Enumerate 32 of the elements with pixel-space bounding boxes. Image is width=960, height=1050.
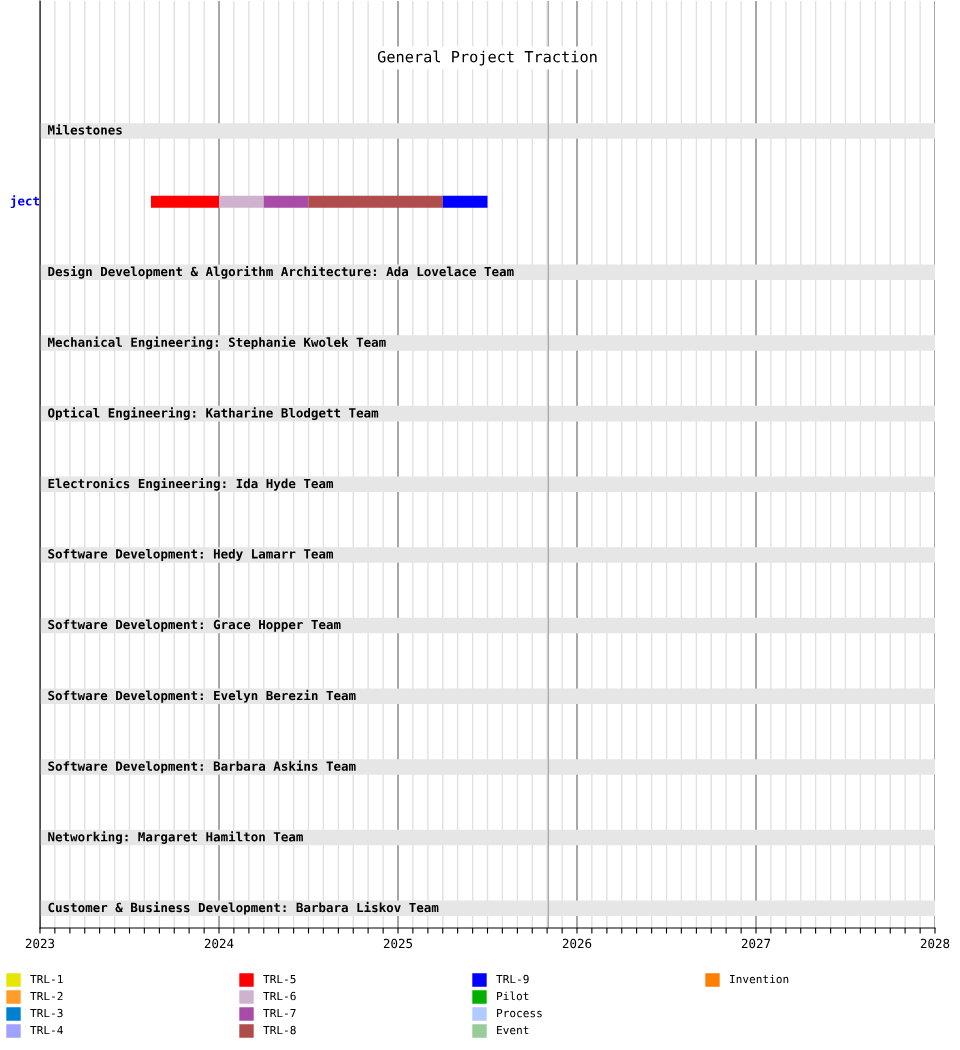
legend-label: TRL-7 [263, 1008, 296, 1018]
legend-label: TRL-2 [30, 991, 63, 1001]
x-tick-label: 2023 [25, 938, 55, 949]
x-tick-label: 2025 [383, 938, 413, 949]
legend-label: Pilot [497, 991, 529, 1001]
legend-label: Process [497, 1008, 542, 1018]
legend-label: TRL-1 [30, 974, 63, 984]
y-tick-label: Optical Engineering: Katharine Blodgett Team [48, 407, 379, 421]
legend-label: TRL-3 [30, 1008, 63, 1018]
x-tick-label: 2024 [204, 938, 234, 949]
x-tick-label: 2028 [920, 938, 950, 949]
chart-title: General Project Traction [377, 50, 597, 66]
legend-label: TRL-4 [30, 1025, 63, 1035]
y-tick-label: Design Development & Algorithm Architecture: Ada Lovelace Team [48, 265, 514, 279]
y-tick-label: Software Development: Barbara Askins Team [48, 760, 356, 774]
x-tick-label: 2026 [562, 938, 592, 949]
y-tick-label: Networking: Margaret Hamilton Team [48, 831, 303, 844]
y-tick-label: Software Development: Evelyn Berezin Team [48, 689, 356, 703]
legend-label: TRL-9 [496, 974, 529, 984]
y-tick-label: Customer & Business Development: Barbara Liskov Team [48, 901, 439, 915]
legend-label: Event [497, 1025, 529, 1035]
y-tick-label: Electronics Engineering: Ida Hyde Team [48, 477, 334, 491]
x-tick-label: 2027 [741, 938, 771, 949]
y-tick-label: Software Development: Grace Hopper Team [48, 619, 341, 632]
legend-label: TRL-5 [263, 974, 296, 984]
y-tick-label: Software Development: Hedy Lamarr Team [48, 548, 334, 561]
legend-label: TRL-6 [263, 991, 296, 1001]
y-tick-label: Mechanical Engineering: Stephanie Kwolek Team [48, 336, 386, 350]
legend-label: Invention [730, 974, 789, 984]
legend-label: TRL-8 [263, 1025, 296, 1035]
y-tick-label: ject [10, 195, 40, 209]
y-tick-label: Milestones [48, 124, 122, 135]
